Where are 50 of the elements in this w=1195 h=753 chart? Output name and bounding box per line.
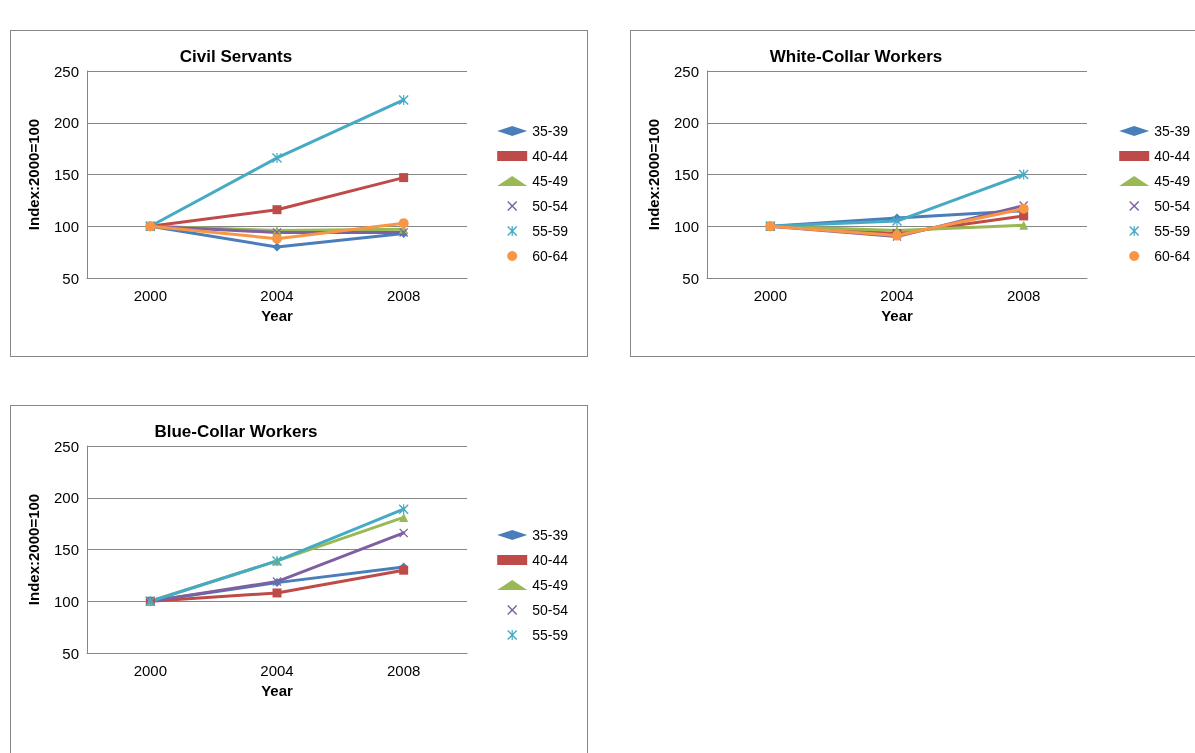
legend-label: 55-59: [532, 223, 569, 239]
x-axis-title: Year: [261, 307, 294, 324]
legend-label: 40-44: [532, 552, 569, 568]
x-tick-label: 2004: [260, 287, 294, 304]
y-tick-label: 100: [673, 217, 699, 235]
y-tick-label: 150: [673, 166, 699, 183]
legend-label: 55-59: [1154, 223, 1191, 239]
chart-title: Civil Servants: [179, 47, 293, 66]
y-tick-label: 250: [53, 62, 79, 80]
legend-label: 55-59: [532, 627, 569, 643]
y-tick-label: 200: [53, 114, 79, 132]
x-tick-label: 2000: [133, 287, 168, 304]
legend-label: 35-39: [1154, 123, 1191, 139]
y-tick-label: 200: [673, 114, 699, 132]
x-tick-label: 2004: [880, 287, 914, 304]
y-axis-title: Index:2000=100: [25, 118, 42, 231]
y-axis-title: Index:2000=100: [25, 493, 42, 606]
chart-title: Blue-Collar Workers: [154, 422, 318, 441]
legend-label: 40-44: [1154, 148, 1191, 164]
y-tick-label: 50: [682, 269, 699, 287]
legend-label: 60-64: [532, 248, 569, 264]
y-tick-label: 150: [53, 166, 79, 183]
y-tick-label: 50: [62, 269, 79, 287]
legend-label: 40-44: [532, 148, 569, 164]
legend-label: 50-54: [532, 198, 569, 214]
legend-label: 45-49: [532, 173, 569, 189]
y-tick-label: 250: [53, 437, 79, 455]
legend-label: 35-39: [532, 527, 569, 543]
y-tick-label: 100: [53, 592, 79, 610]
x-axis-title: Year: [261, 682, 294, 699]
y-tick-label: 250: [673, 62, 699, 80]
x-tick-label: 2004: [260, 662, 294, 679]
legend-label: 50-54: [1154, 198, 1191, 214]
y-tick-label: 100: [53, 217, 79, 235]
x-tick-label: 2000: [753, 287, 788, 304]
legend-label: 35-39: [532, 123, 569, 139]
legend-label: 45-49: [532, 577, 569, 593]
x-tick-label: 2000: [133, 662, 168, 679]
chart-title: White-Collar Workers: [769, 47, 943, 66]
y-tick-label: 150: [53, 541, 79, 558]
x-axis-title: Year: [881, 307, 914, 324]
x-tick-label: 2008: [386, 662, 421, 679]
legend-label: 60-64: [1154, 248, 1191, 264]
legend-label: 50-54: [532, 602, 569, 618]
y-tick-label: 50: [62, 644, 79, 662]
x-tick-label: 2008: [1006, 287, 1041, 304]
legend-label: 45-49: [1154, 173, 1191, 189]
x-tick-label: 2008: [386, 287, 421, 304]
y-axis-title: Index:2000=100: [645, 118, 662, 231]
y-tick-label: 200: [53, 489, 79, 507]
